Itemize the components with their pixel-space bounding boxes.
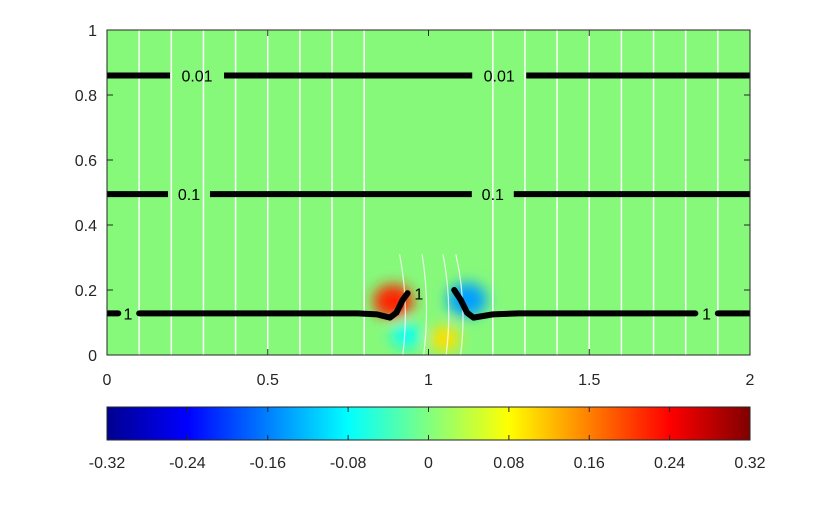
colorbar-tick-label-1: -0.24: [169, 455, 206, 472]
colorbar-tick-label-5: 0.08: [493, 455, 524, 472]
white-contour-curve-1: [421, 254, 428, 355]
white-contour-curve-0: [398, 254, 406, 355]
y-tick-label-2: 0.4: [75, 218, 97, 235]
contour-labels: 0.01 0.01 0.1 0.1 1 1 1: [123, 69, 711, 324]
y-tick-label-3: 0.6: [75, 153, 97, 170]
contour-label-0-1-1: 0.1: [482, 187, 504, 204]
colorbar-tick-label-7: 0.24: [654, 455, 685, 472]
y-tick-label-4: 0.8: [75, 88, 97, 105]
colorbar-tick-label-2: -0.16: [250, 455, 287, 472]
contour-label-1-2: 1: [702, 306, 711, 323]
field-blob-0: [373, 284, 414, 319]
contour-label-1-0: 1: [123, 306, 132, 323]
x-axis: 0 0.5 1 1.5 2: [103, 30, 755, 389]
colorbar-ticks: -0.32 -0.24 -0.16 -0.08 0 0.08 0.16 0.24 0.32: [89, 407, 766, 472]
x-tick-label-1: 0.5: [257, 372, 279, 389]
colorbar-tick-label-3: -0.08: [330, 455, 367, 472]
y-axis: 0 0.2 0.4 0.6 0.8 1: [75, 23, 750, 365]
colorbar: [106, 406, 751, 441]
colorbar-tick-label-4: 0: [424, 455, 433, 472]
y-tick-label-5: 1: [88, 23, 97, 40]
field-blob-1: [390, 322, 421, 349]
contour-level-1-left: [136, 290, 411, 321]
x-tick-label-2: 1: [424, 372, 433, 389]
white-contour-curve-2: [442, 254, 450, 355]
contour-label-0-1-0: 0.1: [178, 187, 200, 204]
y-tick-label-1: 0.2: [75, 283, 97, 300]
black-contour-lines: [107, 72, 750, 321]
field-blob-3: [429, 325, 460, 352]
contour-label-0-01-1: 0.01: [484, 69, 515, 86]
contour-label-1-1: 1: [414, 286, 423, 303]
contour-level-1-right: [451, 287, 699, 321]
contour-label-0-01-0: 0.01: [181, 69, 212, 86]
x-tick-label-3: 1.5: [578, 372, 600, 389]
colorbar-tick-label-8: 0.32: [734, 455, 765, 472]
x-tick-label-4: 2: [746, 372, 755, 389]
colorbar-tick-label-6: 0.16: [574, 455, 605, 472]
field-blobs: [373, 282, 488, 352]
y-tick-label-0: 0: [88, 348, 97, 365]
x-tick-label-0: 0: [103, 372, 112, 389]
colorbar-tick-label-0: -0.32: [89, 455, 126, 472]
